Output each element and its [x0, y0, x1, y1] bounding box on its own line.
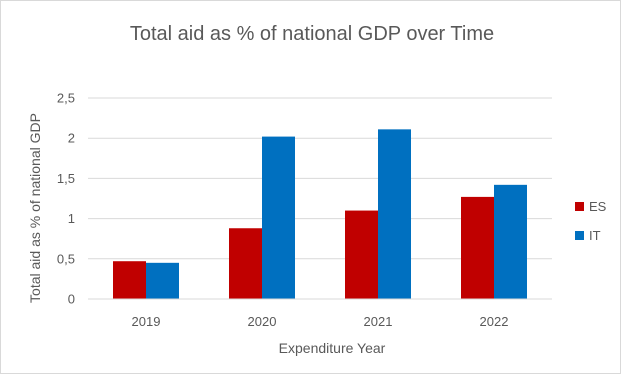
y-axis-label: Total aid as % of national GDP: [27, 113, 43, 303]
y-tick-label: 1: [68, 211, 75, 226]
bar-es-2019: [113, 261, 146, 299]
x-tick-label: 2021: [364, 314, 393, 329]
legend-label-it: IT: [589, 228, 601, 243]
x-tick-label: 2019: [132, 314, 161, 329]
bar-it-2021: [378, 129, 411, 299]
bars: [113, 129, 527, 299]
legend-swatch-it: [575, 231, 584, 240]
y-axis-ticks: 0 0,5 1 1,5 2 2,5: [57, 91, 75, 307]
y-tick-label: 2,5: [57, 91, 75, 106]
chart-title: Total aid as % of national GDP over Time: [130, 23, 494, 45]
x-axis-ticks: 2019 2020 2021 2022: [132, 314, 509, 329]
x-axis-label: Expenditure Year: [279, 340, 386, 356]
bar-es-2021: [345, 210, 378, 299]
bar-it-2022: [494, 184, 527, 299]
y-tick-label: 0: [68, 292, 75, 307]
legend-swatch-es: [575, 202, 584, 211]
y-tick-label: 2: [68, 131, 75, 146]
bar-es-2020: [229, 228, 262, 299]
x-tick-label: 2020: [248, 314, 277, 329]
bar-it-2020: [262, 136, 295, 299]
x-tick-label: 2022: [480, 314, 509, 329]
bar-it-2019: [146, 262, 179, 299]
y-tick-label: 1,5: [57, 171, 75, 186]
legend-label-es: ES: [589, 199, 607, 214]
bar-es-2022: [461, 196, 494, 299]
y-tick-label: 0,5: [57, 251, 75, 266]
legend: ES IT: [575, 199, 607, 243]
